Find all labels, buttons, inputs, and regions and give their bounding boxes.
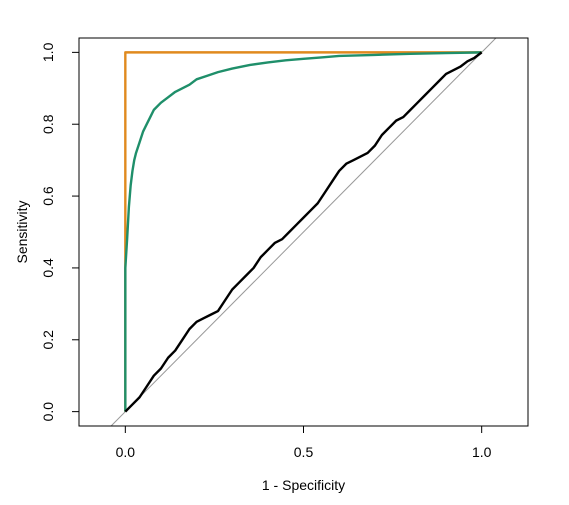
y-tick-label: 0.8 [40,114,56,134]
x-axis: 0.0 0.5 1.0 [116,425,492,460]
y-tick-label: 0.2 [40,330,56,350]
y-tick-label: 0.0 [40,402,56,422]
roc-series-2-line [124,51,482,412]
y-tick-label: 0.4 [40,258,56,278]
roc-series-3-line [124,51,483,413]
y-tick-label: 0.6 [40,186,56,206]
x-tick-label: 0.0 [116,444,136,460]
reference-diagonal-line [110,37,497,427]
y-tick-label: 1.0 [40,42,56,62]
x-tick-label: 1.0 [472,444,492,460]
series-layer [124,51,483,413]
x-axis-title: 1 - Specificity [262,477,345,493]
y-axis-title: Sensitivity [14,200,30,263]
y-axis: 0.0 0.2 0.4 0.6 0.8 1.0 [40,42,80,422]
x-tick-label: 0.5 [294,444,314,460]
